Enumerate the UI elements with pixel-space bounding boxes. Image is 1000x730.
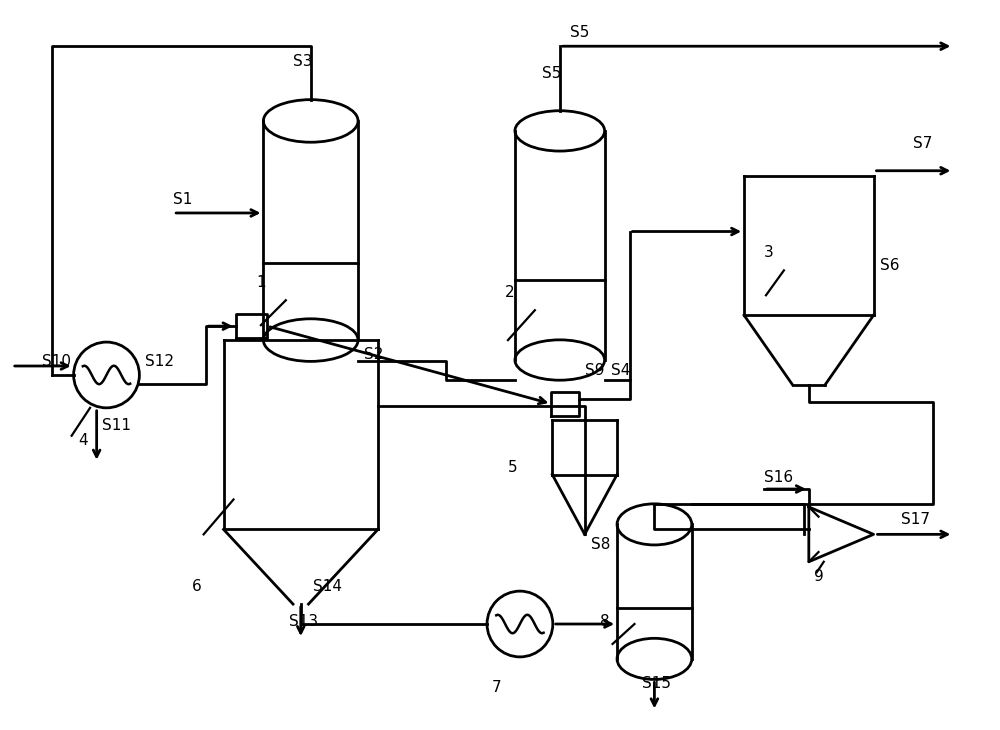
Text: S8: S8 xyxy=(591,537,610,553)
Text: S1: S1 xyxy=(173,192,193,207)
Text: S10: S10 xyxy=(42,354,71,369)
Text: S4: S4 xyxy=(611,363,630,378)
Text: S16: S16 xyxy=(764,470,793,485)
Text: S9: S9 xyxy=(585,363,604,378)
Text: S7: S7 xyxy=(913,136,933,151)
Text: 5: 5 xyxy=(508,460,518,474)
Text: S5: S5 xyxy=(542,66,561,81)
Text: S14: S14 xyxy=(313,579,342,594)
Text: 1: 1 xyxy=(256,275,266,291)
Text: S2: S2 xyxy=(364,347,383,362)
Text: S15: S15 xyxy=(642,676,671,691)
Text: 8: 8 xyxy=(600,614,609,629)
Text: 4: 4 xyxy=(79,433,88,447)
Text: S6: S6 xyxy=(880,258,899,273)
Text: S11: S11 xyxy=(102,418,131,433)
Text: 6: 6 xyxy=(192,579,201,594)
Text: S13: S13 xyxy=(289,614,318,629)
Text: 7: 7 xyxy=(492,680,502,695)
Text: 2: 2 xyxy=(505,285,515,300)
Text: S12: S12 xyxy=(145,354,174,369)
Text: S3: S3 xyxy=(293,54,313,69)
Text: S5: S5 xyxy=(570,26,589,40)
Text: S17: S17 xyxy=(901,512,930,527)
Text: 9: 9 xyxy=(814,569,824,584)
Text: 3: 3 xyxy=(764,245,774,261)
